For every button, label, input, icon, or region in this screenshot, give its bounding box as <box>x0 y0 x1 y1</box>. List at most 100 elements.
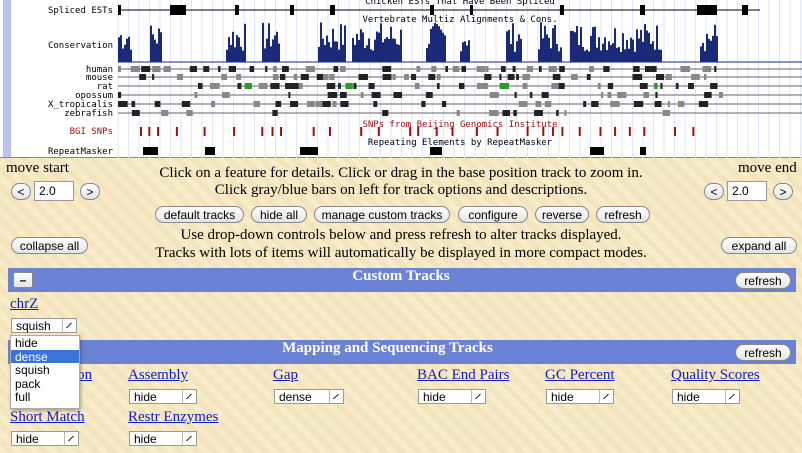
align-block <box>489 92 499 98</box>
conservation-bar <box>630 37 632 62</box>
mode-select[interactable]: hide <box>129 431 197 446</box>
align-block <box>272 66 277 72</box>
align-block <box>484 74 492 80</box>
snp <box>328 127 331 136</box>
track-link[interactable]: GC Percent <box>545 367 615 383</box>
expand-all-button[interactable]: expand all <box>721 237 797 254</box>
track-link[interactable]: Short Match <box>10 409 85 425</box>
conservation-bar <box>574 32 576 62</box>
control-button[interactable]: hide all <box>251 206 307 223</box>
conservation-bar <box>438 26 440 63</box>
move-right-button[interactable]: > <box>773 183 793 200</box>
conservation-bar <box>266 38 268 62</box>
align-block <box>655 74 665 80</box>
align-block <box>501 66 506 72</box>
track-link[interactable]: Assembly <box>128 367 188 383</box>
collapse-button[interactable]: – <box>13 272 33 288</box>
move-amount[interactable]: 2.0 <box>727 181 767 201</box>
align-block <box>485 66 489 72</box>
conservation-bar <box>396 44 398 62</box>
align-block <box>698 101 709 107</box>
conservation-bar <box>516 41 518 62</box>
est-block <box>470 5 473 15</box>
track-link[interactable]: Restr Enzymes <box>128 409 219 425</box>
est-block <box>742 5 748 15</box>
track-link[interactable]: BAC End Pairs <box>417 367 510 383</box>
conservation-bar <box>364 47 366 62</box>
align-block <box>118 101 128 107</box>
move-left-button[interactable]: < <box>11 183 31 200</box>
conservation-bar <box>342 44 344 62</box>
align-block <box>327 92 338 98</box>
align-block <box>507 74 515 80</box>
conservation-bar <box>390 26 392 63</box>
conservation-bar <box>338 49 340 62</box>
conservation-bar <box>270 46 272 62</box>
control-button[interactable]: reverse <box>535 206 589 223</box>
track-link[interactable]: chrZ <box>10 296 39 312</box>
group-bar <box>8 340 796 364</box>
conservation-bar <box>654 49 656 62</box>
align-block <box>458 83 465 89</box>
mode-select[interactable]: hide <box>418 389 486 404</box>
align-block <box>139 74 147 80</box>
align-block <box>340 101 349 107</box>
conservation-bar <box>650 43 652 62</box>
conservation-bar <box>362 32 364 62</box>
track-side-bars[interactable] <box>3 0 11 158</box>
align-block <box>333 66 339 72</box>
align-block <box>660 83 663 89</box>
conservation-bar <box>274 35 276 62</box>
align-block <box>702 66 712 72</box>
align-block <box>152 74 155 80</box>
control-button[interactable]: default tracks <box>155 206 244 223</box>
conservation-bar <box>460 51 462 62</box>
conservation-bar <box>556 44 558 62</box>
dropdown-option[interactable]: pack <box>15 376 41 391</box>
mode-select[interactable]: hide <box>11 431 79 446</box>
mode-select[interactable]: hide <box>672 389 740 404</box>
align-block <box>210 83 220 89</box>
refresh-button[interactable]: refresh <box>735 344 791 361</box>
conservation-bar <box>426 48 428 62</box>
track-link[interactable]: Quality Scores <box>671 367 760 383</box>
collapse-all-button[interactable]: collapse all <box>11 237 88 254</box>
mode-select[interactable]: hide <box>546 389 614 404</box>
align-block <box>368 83 375 89</box>
conservation-bar <box>464 41 466 62</box>
dropdown-option[interactable]: squish <box>15 363 50 378</box>
conservation-bar <box>378 32 380 62</box>
control-button[interactable]: configure <box>458 206 528 223</box>
align-block <box>431 66 437 72</box>
move-right-button[interactable]: > <box>80 183 100 200</box>
align-block <box>583 101 587 107</box>
mode-select[interactable]: dense <box>274 389 344 404</box>
control-button[interactable]: refresh <box>596 206 650 223</box>
snp <box>599 127 602 136</box>
mode-select[interactable]: squish <box>11 318 77 333</box>
align-block <box>211 101 216 107</box>
conservation-bar <box>652 41 654 62</box>
align-block <box>564 110 567 116</box>
align-block <box>654 83 658 89</box>
track-link[interactable]: Gap <box>273 367 298 383</box>
align-block <box>662 110 671 116</box>
repeat <box>590 147 604 155</box>
conservation-bar <box>648 32 650 62</box>
dropdown-option[interactable]: dense <box>11 349 79 364</box>
conservation-bar <box>376 31 378 62</box>
align-block <box>181 101 191 107</box>
align-block <box>345 83 353 89</box>
move-left-button[interactable]: < <box>704 183 724 200</box>
dropdown-option[interactable]: hide <box>15 336 38 350</box>
conservation-bar <box>656 25 658 62</box>
align-block <box>203 66 210 72</box>
conservation-bar <box>552 28 554 62</box>
dropdown-option[interactable]: full <box>15 390 31 405</box>
mode-select[interactable]: hide <box>129 389 197 404</box>
conservation-bar <box>278 43 280 62</box>
control-button[interactable]: manage custom tracks <box>314 206 450 223</box>
move-amount[interactable]: 2.0 <box>34 181 74 201</box>
refresh-button[interactable]: refresh <box>735 272 791 289</box>
track-image[interactable]: Spliced ESTs Conservation humanmouseratopo… <box>0 0 802 158</box>
